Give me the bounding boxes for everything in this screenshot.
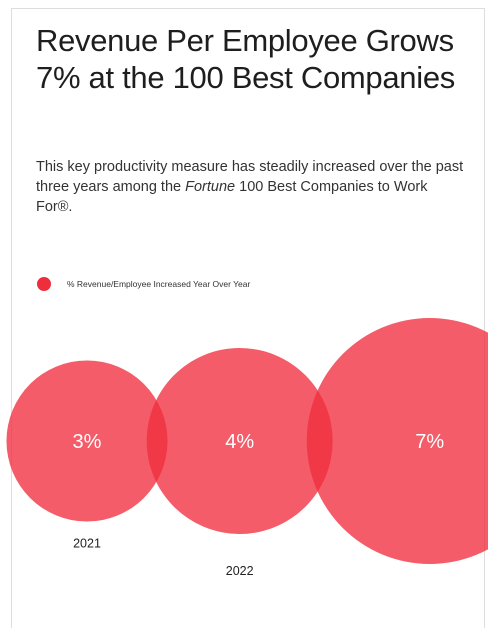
year-label-2022: 2022 (226, 564, 254, 578)
bubble-2023 (306, 318, 488, 564)
legend-swatch (37, 277, 51, 291)
subtitle-text-end: 100 Best Companies to Work For®. (36, 179, 428, 215)
bubble-value-label-2021: 3% (73, 431, 102, 453)
bubble-value-label-2023: 7% (415, 431, 444, 453)
year-label-2021: 2021 (73, 537, 101, 551)
card-frame (11, 8, 485, 628)
subtitle-text-start: This key productivity measure has steadi… (36, 159, 464, 195)
subtitle-publication-name: Fortune (185, 179, 236, 195)
page-title: Revenue Per Employee Grows 7% at the 100… (36, 23, 455, 95)
page-subtitle: This key productivity measure has steadi… (36, 157, 466, 217)
bubble-2021 (6, 360, 168, 522)
bubble-value-label-2022: 4% (225, 431, 254, 453)
legend-label: % Revenue/Employee Increased Year Over Y… (67, 279, 251, 289)
bubble-2022 (146, 348, 333, 534)
chart-legend: % Revenue/Employee Increased Year Over Y… (37, 277, 250, 291)
